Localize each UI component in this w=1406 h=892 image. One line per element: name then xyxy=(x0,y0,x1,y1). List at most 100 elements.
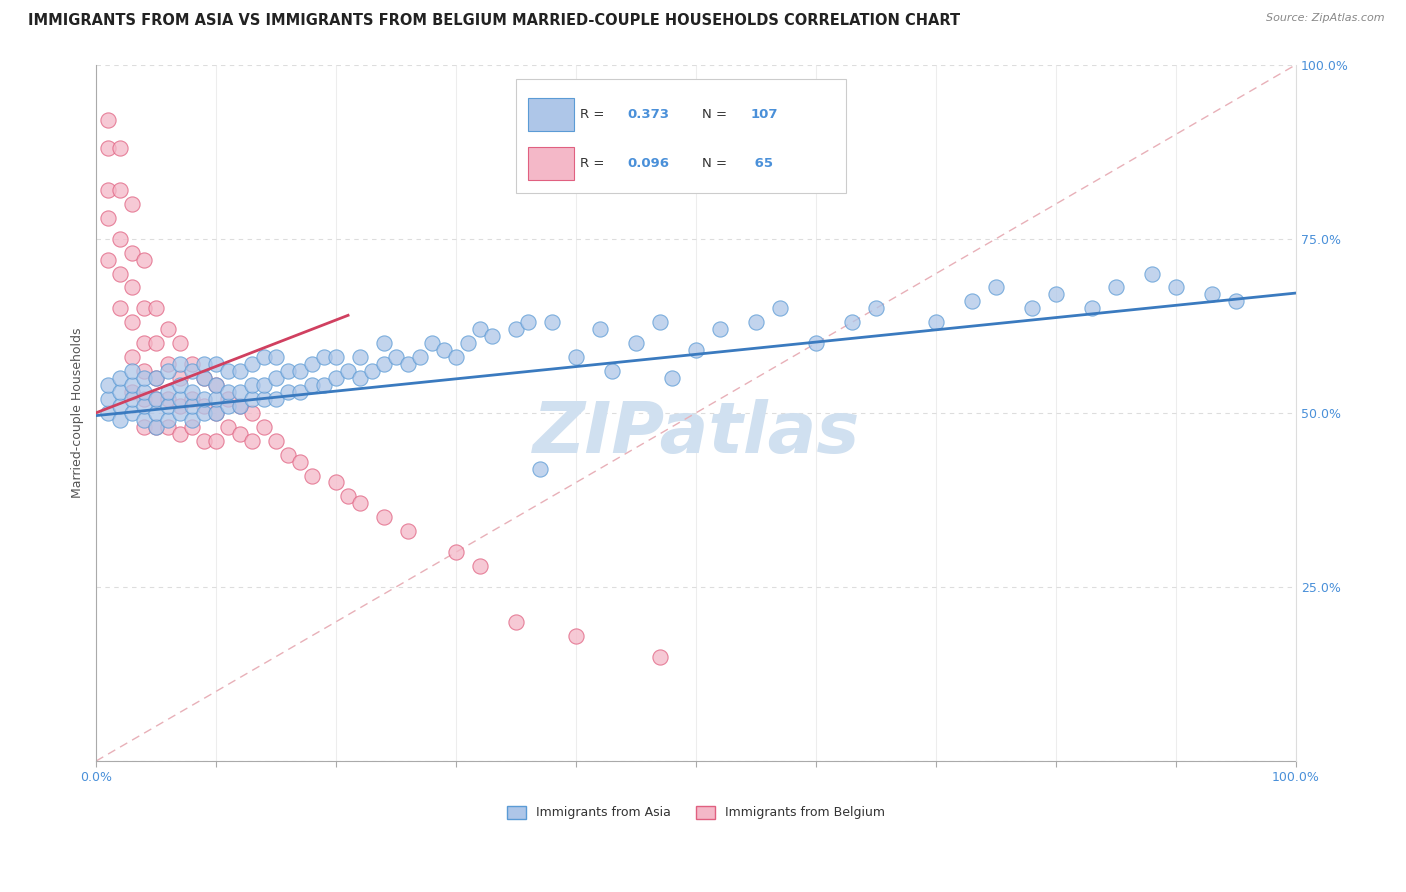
Point xyxy=(565,629,588,643)
Point xyxy=(205,406,228,420)
Point xyxy=(157,322,180,336)
Point xyxy=(565,350,588,364)
Point xyxy=(1105,280,1128,294)
Point xyxy=(709,322,731,336)
Text: 0.373: 0.373 xyxy=(627,108,669,121)
Point xyxy=(205,357,228,371)
Point xyxy=(132,419,155,434)
Point xyxy=(349,371,371,385)
Point xyxy=(108,399,131,413)
Point xyxy=(108,183,131,197)
Point xyxy=(181,419,204,434)
Text: R =: R = xyxy=(579,108,605,121)
Point xyxy=(205,434,228,448)
Point xyxy=(240,378,263,392)
Point xyxy=(217,392,239,406)
Point xyxy=(409,350,432,364)
Point xyxy=(349,496,371,510)
Point xyxy=(769,301,792,316)
Point xyxy=(325,350,347,364)
Point xyxy=(541,315,564,329)
Point xyxy=(325,371,347,385)
Point xyxy=(288,384,311,399)
Point xyxy=(145,301,167,316)
Point xyxy=(193,371,215,385)
Point xyxy=(253,350,276,364)
Point xyxy=(121,392,143,406)
Point xyxy=(1045,287,1067,301)
Text: Source: ZipAtlas.com: Source: ZipAtlas.com xyxy=(1267,13,1385,23)
Point xyxy=(1164,280,1187,294)
Point xyxy=(145,419,167,434)
Point xyxy=(217,384,239,399)
Point xyxy=(193,434,215,448)
Point xyxy=(157,399,180,413)
Point xyxy=(457,336,479,351)
Point xyxy=(312,350,335,364)
Point xyxy=(240,392,263,406)
Point xyxy=(121,364,143,378)
Point xyxy=(121,406,143,420)
Point xyxy=(217,364,239,378)
Point xyxy=(132,252,155,267)
Point xyxy=(1201,287,1223,301)
Point xyxy=(648,649,671,664)
Text: 0.096: 0.096 xyxy=(627,157,669,170)
Point xyxy=(157,392,180,406)
Point xyxy=(312,378,335,392)
Point xyxy=(108,141,131,155)
Point xyxy=(108,371,131,385)
Point xyxy=(97,141,120,155)
Point xyxy=(205,406,228,420)
Text: IMMIGRANTS FROM ASIA VS IMMIGRANTS FROM BELGIUM MARRIED-COUPLE HOUSEHOLDS CORREL: IMMIGRANTS FROM ASIA VS IMMIGRANTS FROM … xyxy=(28,13,960,29)
Point xyxy=(325,475,347,490)
Point xyxy=(396,524,419,539)
Point xyxy=(661,371,683,385)
Point xyxy=(108,232,131,246)
Point xyxy=(145,392,167,406)
Point xyxy=(396,357,419,371)
FancyBboxPatch shape xyxy=(529,98,574,131)
Point xyxy=(97,392,120,406)
Point xyxy=(108,267,131,281)
Point xyxy=(253,392,276,406)
Point xyxy=(132,392,155,406)
Point xyxy=(229,399,252,413)
Point xyxy=(108,413,131,427)
Point xyxy=(804,336,827,351)
Point xyxy=(193,399,215,413)
Point xyxy=(145,406,167,420)
Point xyxy=(217,399,239,413)
Point xyxy=(624,336,647,351)
Point xyxy=(529,461,551,475)
Point xyxy=(361,364,384,378)
Point xyxy=(1021,301,1043,316)
Legend: Immigrants from Asia, Immigrants from Belgium: Immigrants from Asia, Immigrants from Be… xyxy=(502,801,890,824)
Point xyxy=(229,384,252,399)
Point xyxy=(145,419,167,434)
Y-axis label: Married-couple Households: Married-couple Households xyxy=(72,327,84,498)
Point xyxy=(589,322,612,336)
Point xyxy=(420,336,443,351)
Point xyxy=(97,211,120,225)
Point xyxy=(169,378,191,392)
Point xyxy=(169,426,191,441)
Point xyxy=(240,357,263,371)
Point xyxy=(277,364,299,378)
Point xyxy=(193,357,215,371)
Point xyxy=(229,426,252,441)
Text: ZIPatlas: ZIPatlas xyxy=(533,400,859,468)
Point xyxy=(685,343,707,358)
Point xyxy=(132,364,155,378)
Point xyxy=(132,336,155,351)
Point xyxy=(373,510,395,524)
Point xyxy=(97,183,120,197)
Point xyxy=(229,399,252,413)
Point xyxy=(121,245,143,260)
Point xyxy=(145,392,167,406)
Point xyxy=(145,336,167,351)
Point xyxy=(264,350,287,364)
Point xyxy=(925,315,948,329)
Point xyxy=(277,448,299,462)
Point xyxy=(205,378,228,392)
